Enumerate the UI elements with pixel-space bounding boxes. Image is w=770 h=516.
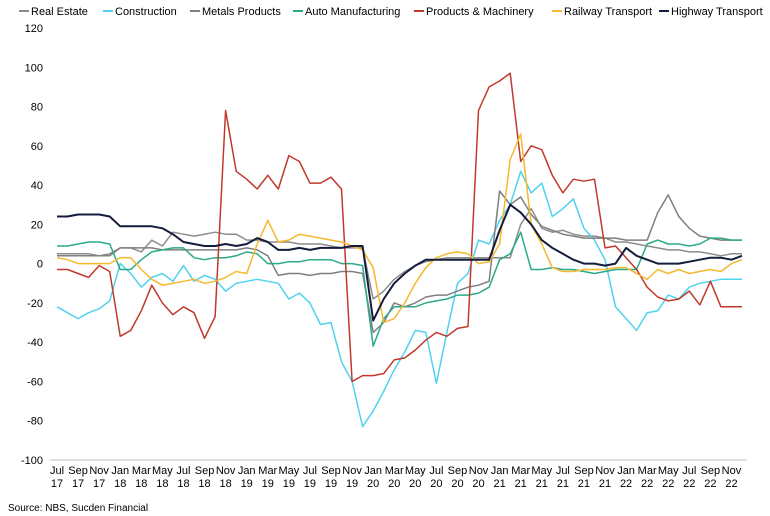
- x-tick-label-month: May: [658, 465, 679, 477]
- x-tick-label-year: 19: [262, 478, 274, 490]
- source-note: Source: NBS, Sucden Financial: [8, 503, 148, 514]
- x-tick-label-year: 21: [557, 478, 569, 490]
- y-tick-label: -20: [27, 298, 43, 310]
- x-tick-label-month: Nov: [722, 465, 742, 477]
- x-tick-label-month: May: [152, 465, 173, 477]
- x-tick-label-year: 22: [683, 478, 695, 490]
- x-tick-label-year: 19: [304, 478, 316, 490]
- x-tick-label-month: May: [278, 465, 299, 477]
- legend-label-metals-products: Metals Products: [202, 6, 281, 18]
- x-tick-label-month: Nov: [216, 465, 236, 477]
- series-line-auto-manufacturing: [57, 231, 742, 347]
- x-tick-label-month: Mar: [511, 465, 530, 477]
- x-tick-label-month: Nov: [89, 465, 109, 477]
- y-tick-label: -60: [27, 376, 43, 388]
- series-line-railway-transport: [56, 133, 743, 324]
- y-tick-label: 40: [31, 180, 43, 192]
- y-tick-label: -40: [27, 337, 43, 349]
- x-tick-label-year: 20: [409, 478, 421, 490]
- x-tick-label-year: 18: [219, 478, 231, 490]
- x-tick-label-month: Jul: [303, 465, 317, 477]
- x-tick-label-month: Jul: [176, 465, 190, 477]
- x-tick-label-month: Jul: [682, 465, 696, 477]
- series-line-products-machinery: [57, 72, 742, 383]
- x-tick-label-year: 20: [367, 478, 379, 490]
- y-tick-label: -100: [21, 455, 43, 467]
- y-tick-label: 120: [25, 23, 43, 35]
- x-tick-label-month: Nov: [595, 465, 615, 477]
- x-tick-label-month: Sep: [321, 465, 341, 477]
- x-tick-label-year: 22: [641, 478, 653, 490]
- x-tick-label-month: Mar: [638, 465, 657, 477]
- x-tick-label-year: 19: [283, 478, 295, 490]
- y-tick-label: 60: [31, 141, 43, 153]
- x-axis: Jul17Sep17Nov17Jan18Mar18May18Jul18Sep18…: [50, 465, 742, 490]
- series-lines: [56, 72, 743, 428]
- x-tick-label-month: May: [405, 465, 426, 477]
- x-tick-label-year: 21: [515, 478, 527, 490]
- x-tick-label-year: 21: [493, 478, 505, 490]
- y-tick-label: 20: [31, 219, 43, 231]
- x-tick-label-year: 17: [93, 478, 105, 490]
- legend-label-railway-transport: Railway Transport: [564, 6, 652, 18]
- x-tick-label-year: 18: [156, 478, 168, 490]
- x-tick-label-year: 18: [114, 478, 126, 490]
- x-tick-label-year: 22: [620, 478, 632, 490]
- series-line-construction: [56, 170, 742, 428]
- x-tick-label-year: 20: [451, 478, 463, 490]
- x-tick-label-year: 19: [325, 478, 337, 490]
- x-tick-label-year: 19: [346, 478, 358, 490]
- x-tick-label-month: Jan: [491, 465, 509, 477]
- x-tick-label-month: Jan: [617, 465, 635, 477]
- x-tick-label-month: Mar: [132, 465, 151, 477]
- x-tick-label-year: 22: [662, 478, 674, 490]
- x-tick-label-year: 19: [241, 478, 253, 490]
- x-tick-label-month: Jan: [238, 465, 256, 477]
- legend-label-auto-manufacturing: Auto Manufacturing: [305, 6, 400, 18]
- x-tick-label-month: Sep: [574, 465, 594, 477]
- x-tick-label-month: Mar: [258, 465, 277, 477]
- x-tick-label-year: 21: [536, 478, 548, 490]
- legend-label-products-machinery: Products & Machinery: [426, 6, 534, 18]
- x-tick-label-month: Sep: [195, 465, 215, 477]
- x-tick-label-month: Jul: [429, 465, 443, 477]
- x-tick-label-year: 17: [72, 478, 84, 490]
- series-line-highway-transport: [57, 203, 743, 322]
- x-tick-label-year: 21: [599, 478, 611, 490]
- x-tick-label-month: Jan: [111, 465, 129, 477]
- legend-label-highway-transport: Highway Transport: [671, 6, 763, 18]
- x-tick-label-month: Mar: [385, 465, 404, 477]
- x-tick-label-month: May: [531, 465, 552, 477]
- y-tick-label: 100: [25, 62, 43, 74]
- x-tick-label-year: 18: [135, 478, 147, 490]
- x-tick-label-year: 17: [51, 478, 63, 490]
- legend-label-construction: Construction: [115, 6, 177, 18]
- x-tick-label-year: 22: [704, 478, 716, 490]
- series-line-real-estate: [57, 207, 742, 300]
- x-tick-label-month: Jul: [556, 465, 570, 477]
- x-tick-label-year: 22: [725, 478, 737, 490]
- x-tick-label-year: 18: [198, 478, 210, 490]
- x-tick-label-year: 20: [430, 478, 442, 490]
- y-tick-label: 0: [37, 259, 43, 271]
- x-tick-label-month: Sep: [701, 465, 721, 477]
- x-tick-label-month: Nov: [342, 465, 362, 477]
- x-tick-label-month: Jul: [50, 465, 64, 477]
- x-tick-label-year: 21: [578, 478, 590, 490]
- x-tick-label-month: Jan: [364, 465, 382, 477]
- x-tick-label-year: 20: [388, 478, 400, 490]
- y-axis: -100 -80 -60 -40 -20 0 20 40 60 80 100 120: [21, 23, 43, 467]
- series-line-metals-products: [57, 190, 742, 334]
- y-tick-label: 80: [31, 102, 43, 114]
- x-tick-label-year: 20: [472, 478, 484, 490]
- x-tick-label-month: Sep: [68, 465, 88, 477]
- x-tick-label-month: Nov: [469, 465, 489, 477]
- y-tick-label: -80: [27, 416, 43, 428]
- legend: Real Estate Construction Metals Products Au…: [19, 6, 763, 18]
- x-tick-label-year: 18: [177, 478, 189, 490]
- legend-label-real-estate: Real Estate: [31, 6, 88, 18]
- x-tick-label-month: Sep: [448, 465, 468, 477]
